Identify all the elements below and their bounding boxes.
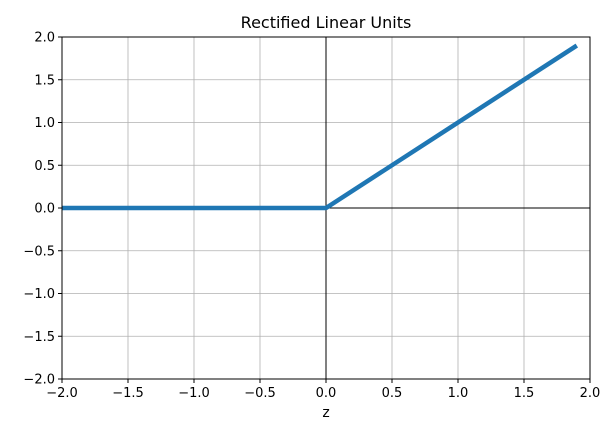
y-tick-label: 0.5: [34, 159, 55, 174]
x-tick-label: 0.5: [382, 386, 403, 401]
x-tick-label: 2.0: [580, 386, 601, 401]
x-tick-label: −0.5: [244, 386, 276, 401]
chart-title: Rectified Linear Units: [241, 13, 412, 32]
x-tick-label: −2.0: [46, 386, 78, 401]
y-tick-label: 0.0: [34, 202, 55, 217]
y-tick-label: −2.0: [23, 373, 55, 388]
x-tick-label: −1.5: [112, 386, 144, 401]
x-axis-label: z: [322, 405, 329, 421]
x-tick-label: 0.0: [316, 386, 337, 401]
y-tick-label: −1.0: [23, 287, 55, 302]
x-axis-ticks: −2.0 −1.5 −1.0 −0.5 0.0 0.5 1.0 1.5 2.0: [46, 379, 600, 401]
x-tick-label: 1.5: [514, 386, 535, 401]
y-tick-label: 1.5: [34, 73, 55, 88]
series-layer: [62, 43, 579, 211]
y-tick-label: 1.0: [34, 116, 55, 131]
relu-series-line: [62, 43, 579, 211]
y-axis-ticks: −2.0 −1.5 −1.0 −0.5 0.0 0.5 1.0 1.5 2.0: [23, 31, 62, 388]
y-tick-label: −0.5: [23, 244, 55, 259]
x-tick-label: 1.0: [448, 386, 469, 401]
x-tick-label: −1.0: [178, 386, 210, 401]
y-tick-label: 2.0: [34, 31, 55, 46]
y-tick-label: −1.5: [23, 330, 55, 345]
